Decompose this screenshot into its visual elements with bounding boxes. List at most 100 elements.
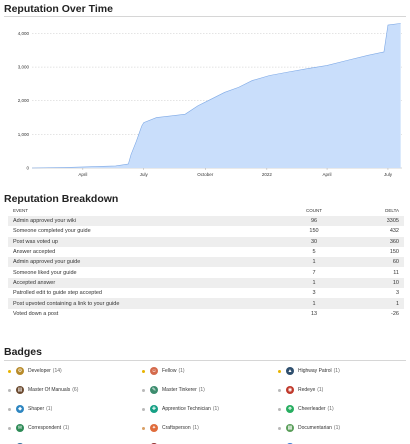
tool-icon: ✚ bbox=[150, 405, 158, 413]
badge-item[interactable]: ▲ Highway Patrol (1) bbox=[278, 367, 340, 375]
badge-item[interactable]: ▦ Documentarian (1) bbox=[278, 424, 340, 432]
event-cell: Post was voted up bbox=[8, 236, 284, 247]
delta-cell: 3305 bbox=[344, 216, 404, 227]
delta-cell: 432 bbox=[389, 228, 399, 235]
event-cell: Admin approved your guide bbox=[8, 257, 284, 268]
badge-tier-dot bbox=[278, 388, 281, 392]
x-tick-label: April bbox=[323, 172, 332, 177]
x-tick-label: July bbox=[384, 172, 393, 177]
event-cell: Post upvoted containing a link to your g… bbox=[8, 298, 284, 309]
delta-cell: 360 bbox=[344, 236, 404, 247]
count-cell: 5 bbox=[312, 249, 316, 256]
badge-tier-dot bbox=[8, 369, 11, 373]
badge-count: (1) bbox=[198, 387, 205, 393]
badge-name: Fellow bbox=[162, 368, 177, 374]
table-row: Post was voted up 30 360 bbox=[8, 236, 404, 247]
table-row: Voted down a post 13 -26 bbox=[8, 309, 404, 319]
badge-item[interactable]: ▤ Master Of Manuals (6) bbox=[8, 386, 78, 394]
hammer-icon: ✦ bbox=[150, 424, 158, 432]
table-header-row: EVENT COUNT DELTA bbox=[8, 205, 404, 216]
badge-count: (1) bbox=[46, 406, 53, 412]
y-tick-label: 4,000 bbox=[18, 31, 30, 36]
badge-item[interactable]: ◆ Shaper (1) bbox=[8, 405, 52, 413]
count-cell: 1 bbox=[284, 298, 344, 309]
badge-item[interactable]: ✦ Craftsperson (1) bbox=[142, 424, 199, 432]
column-header-delta: DELTA bbox=[385, 208, 399, 213]
reputation-breakdown-title: Reputation Breakdown bbox=[4, 193, 119, 205]
badge-count: (1) bbox=[178, 368, 185, 374]
badge-item[interactable]: ✚ Apprentice Technician (1) bbox=[142, 405, 219, 413]
event-cell: Admin approved your wiki bbox=[8, 216, 284, 227]
badge-name: Master Tinkerer bbox=[162, 387, 197, 393]
reputation-chart: 0 1,000 2,000 3,000 4,000 April July October 20… bbox=[18, 23, 402, 177]
y-tick-label: 0 bbox=[26, 166, 29, 171]
badge-item[interactable]: ◉ Redeye (1) bbox=[278, 386, 323, 394]
badge-name: Cheerleader bbox=[298, 406, 326, 412]
document-icon: ▦ bbox=[286, 424, 294, 432]
badge-count: (14) bbox=[52, 368, 62, 374]
delta-cell: 1 bbox=[344, 298, 404, 309]
badge-tier-dot bbox=[8, 388, 11, 392]
delta-cell: 11 bbox=[393, 269, 399, 276]
badge-item[interactable]: ❖ Cheerleader (1) bbox=[278, 405, 334, 413]
badge-item[interactable]: ✎ Master Tinkerer (1) bbox=[142, 386, 205, 394]
event-cell: Someone completed your guide bbox=[13, 228, 91, 235]
event-cell: Voted down a post bbox=[13, 310, 59, 317]
count-cell: 1 bbox=[284, 277, 344, 289]
badges-divider bbox=[4, 360, 406, 361]
event-cell: Someone liked your guide bbox=[13, 269, 77, 276]
y-tick-label: 3,000 bbox=[18, 65, 30, 70]
badge-tier-dot bbox=[142, 369, 145, 373]
badge-item[interactable]: ⚙ Developer (14) bbox=[8, 367, 62, 375]
count-cell: 3 bbox=[312, 290, 316, 297]
badge-item[interactable]: ☺ Fellow (1) bbox=[142, 367, 185, 375]
reputation-over-time-title: Reputation Over Time bbox=[4, 3, 113, 15]
event-cell: Answer accepted bbox=[13, 249, 56, 256]
delta-cell: 150 bbox=[389, 249, 399, 256]
count-cell: 30 bbox=[284, 236, 344, 247]
table-row: Someone completed your guide 150 432 bbox=[8, 226, 404, 236]
badge-count: (6) bbox=[72, 387, 79, 393]
delta-cell: 60 bbox=[344, 257, 404, 268]
badge-name: Redeye bbox=[298, 387, 316, 393]
y-tick-label: 2,000 bbox=[18, 98, 30, 103]
table-row: Post upvoted containing a link to your g… bbox=[8, 298, 404, 309]
badge-count: (1) bbox=[317, 387, 324, 393]
table-row: Answer accepted 5 150 bbox=[8, 247, 404, 257]
eye-icon: ◉ bbox=[286, 386, 294, 394]
count-cell: 7 bbox=[312, 269, 316, 276]
megaphone-icon: ❖ bbox=[286, 405, 294, 413]
badge-name: Master Of Manuals bbox=[28, 387, 71, 393]
table-row: Someone liked your guide 7 11 bbox=[8, 267, 404, 277]
x-tick-label: October bbox=[197, 172, 214, 177]
person-icon: ☺ bbox=[150, 367, 158, 375]
badge-tier-dot bbox=[142, 407, 145, 411]
column-header-count: COUNT bbox=[306, 208, 322, 213]
count-cell: 150 bbox=[309, 228, 319, 235]
badge-name: Highway Patrol bbox=[298, 368, 332, 374]
badge-tier-dot bbox=[278, 369, 281, 373]
shape-icon: ◆ bbox=[16, 405, 24, 413]
x-tick-label: 2022 bbox=[262, 172, 273, 177]
badge-count: (1) bbox=[192, 425, 199, 431]
count-cell: 1 bbox=[284, 257, 344, 268]
delta-cell: 10 bbox=[344, 277, 404, 289]
badge-count: (1) bbox=[333, 368, 340, 374]
badge-name: Shaper bbox=[28, 406, 45, 412]
reputation-breakdown-table: EVENT COUNT DELTA Admin approved your wi… bbox=[8, 205, 404, 319]
table-row: Admin approved your wiki 96 3305 bbox=[8, 216, 404, 227]
badge-name: Developer bbox=[28, 368, 51, 374]
badge-tier-dot bbox=[278, 407, 281, 411]
mail-icon: ✉ bbox=[16, 424, 24, 432]
badge-count: (1) bbox=[333, 425, 341, 431]
count-cell: 96 bbox=[284, 216, 344, 227]
badge-item[interactable]: ✉ Correspondent (1) bbox=[8, 424, 69, 432]
y-tick-label: 1,000 bbox=[18, 132, 30, 137]
gear-icon: ⚙ bbox=[16, 367, 24, 375]
badge-tier-dot bbox=[142, 388, 145, 392]
badge-count: (1) bbox=[63, 425, 70, 431]
reputation-line bbox=[31, 23, 401, 169]
table-row: Patrolled edit to guide step accepted 3 3 bbox=[8, 288, 404, 298]
badge-name: Craftsperson bbox=[162, 425, 191, 431]
badge-tier-dot bbox=[142, 426, 145, 430]
